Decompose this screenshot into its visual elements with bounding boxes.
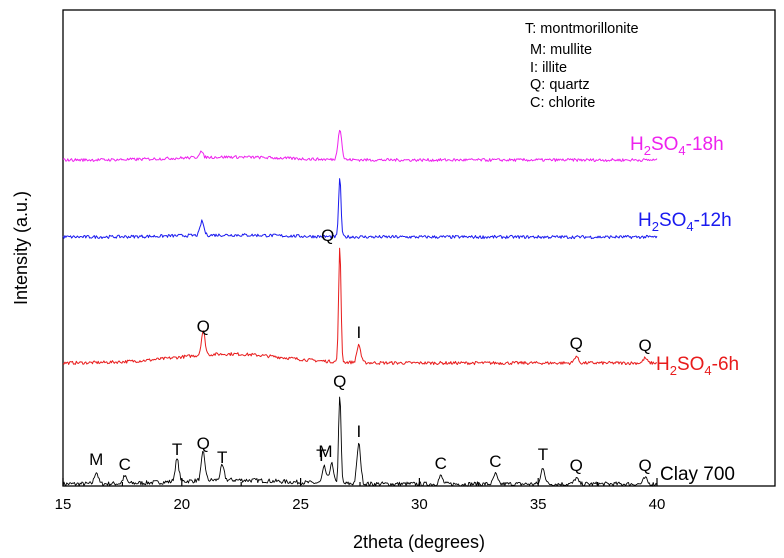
peak-label: T	[217, 448, 227, 467]
peak-label: C	[435, 454, 447, 473]
plot-frame	[62, 9, 776, 487]
series-line-2	[62, 178, 658, 240]
x-tick-label-25: 25	[292, 496, 309, 513]
peak-label: Q	[321, 226, 334, 245]
peak-label: T	[538, 445, 548, 464]
x-tick-label-35: 35	[530, 496, 547, 513]
x-tick-label-15: 15	[55, 496, 72, 513]
peak-label: I	[356, 422, 361, 441]
series-layer	[62, 129, 658, 487]
series-line-3	[62, 129, 658, 162]
legend-line-quartz: Q: quartz	[530, 77, 590, 93]
peak-label: Q	[639, 336, 652, 355]
x-tick-label-20: 20	[173, 496, 190, 513]
x-axis-label: 2theta (degrees)	[353, 532, 485, 552]
legend-line-chlorite: C: chlorite	[530, 95, 595, 111]
legend-line-mullite: M: mullite	[530, 42, 592, 58]
peak-label: Q	[570, 334, 583, 353]
peak-label: C	[119, 455, 131, 474]
x-tick-label-40: 40	[649, 496, 666, 513]
x-ticks: 15 20 25 30 35 40	[55, 478, 666, 513]
series-label-1: H2SO4-6h	[656, 354, 739, 378]
series-line-1	[62, 247, 658, 366]
x-tick-label-30: 30	[411, 496, 428, 513]
peak-label: I	[356, 323, 361, 342]
peak-label: Q	[197, 317, 210, 336]
legend-line-illite: I: illite	[530, 60, 567, 76]
peak-label: M	[318, 442, 332, 461]
peak-label: Q	[197, 434, 210, 453]
peak-label: Q	[570, 456, 583, 475]
y-axis-label: Intensity (a.u.)	[11, 191, 31, 305]
peak-label: M	[89, 450, 103, 469]
series-labels: Clay 700 H2SO4-6h H2SO4-12h H2SO4-18h	[630, 134, 739, 485]
peak-label: Q	[639, 456, 652, 475]
peak-label: T	[172, 440, 182, 459]
series-label-2: H2SO4-12h	[638, 210, 732, 234]
peak-label: C	[489, 452, 501, 471]
peak-label: T	[316, 446, 326, 465]
series-label-3: H2SO4-18h	[630, 134, 724, 158]
series-label-0: Clay 700	[660, 464, 735, 485]
legend-box: T: montmorillonite M: mullite I: illite …	[525, 21, 639, 111]
legend-line-montmorillonite: T: montmorillonite	[525, 21, 639, 37]
peak-label: Q	[333, 372, 346, 391]
series-line-0	[62, 396, 658, 487]
